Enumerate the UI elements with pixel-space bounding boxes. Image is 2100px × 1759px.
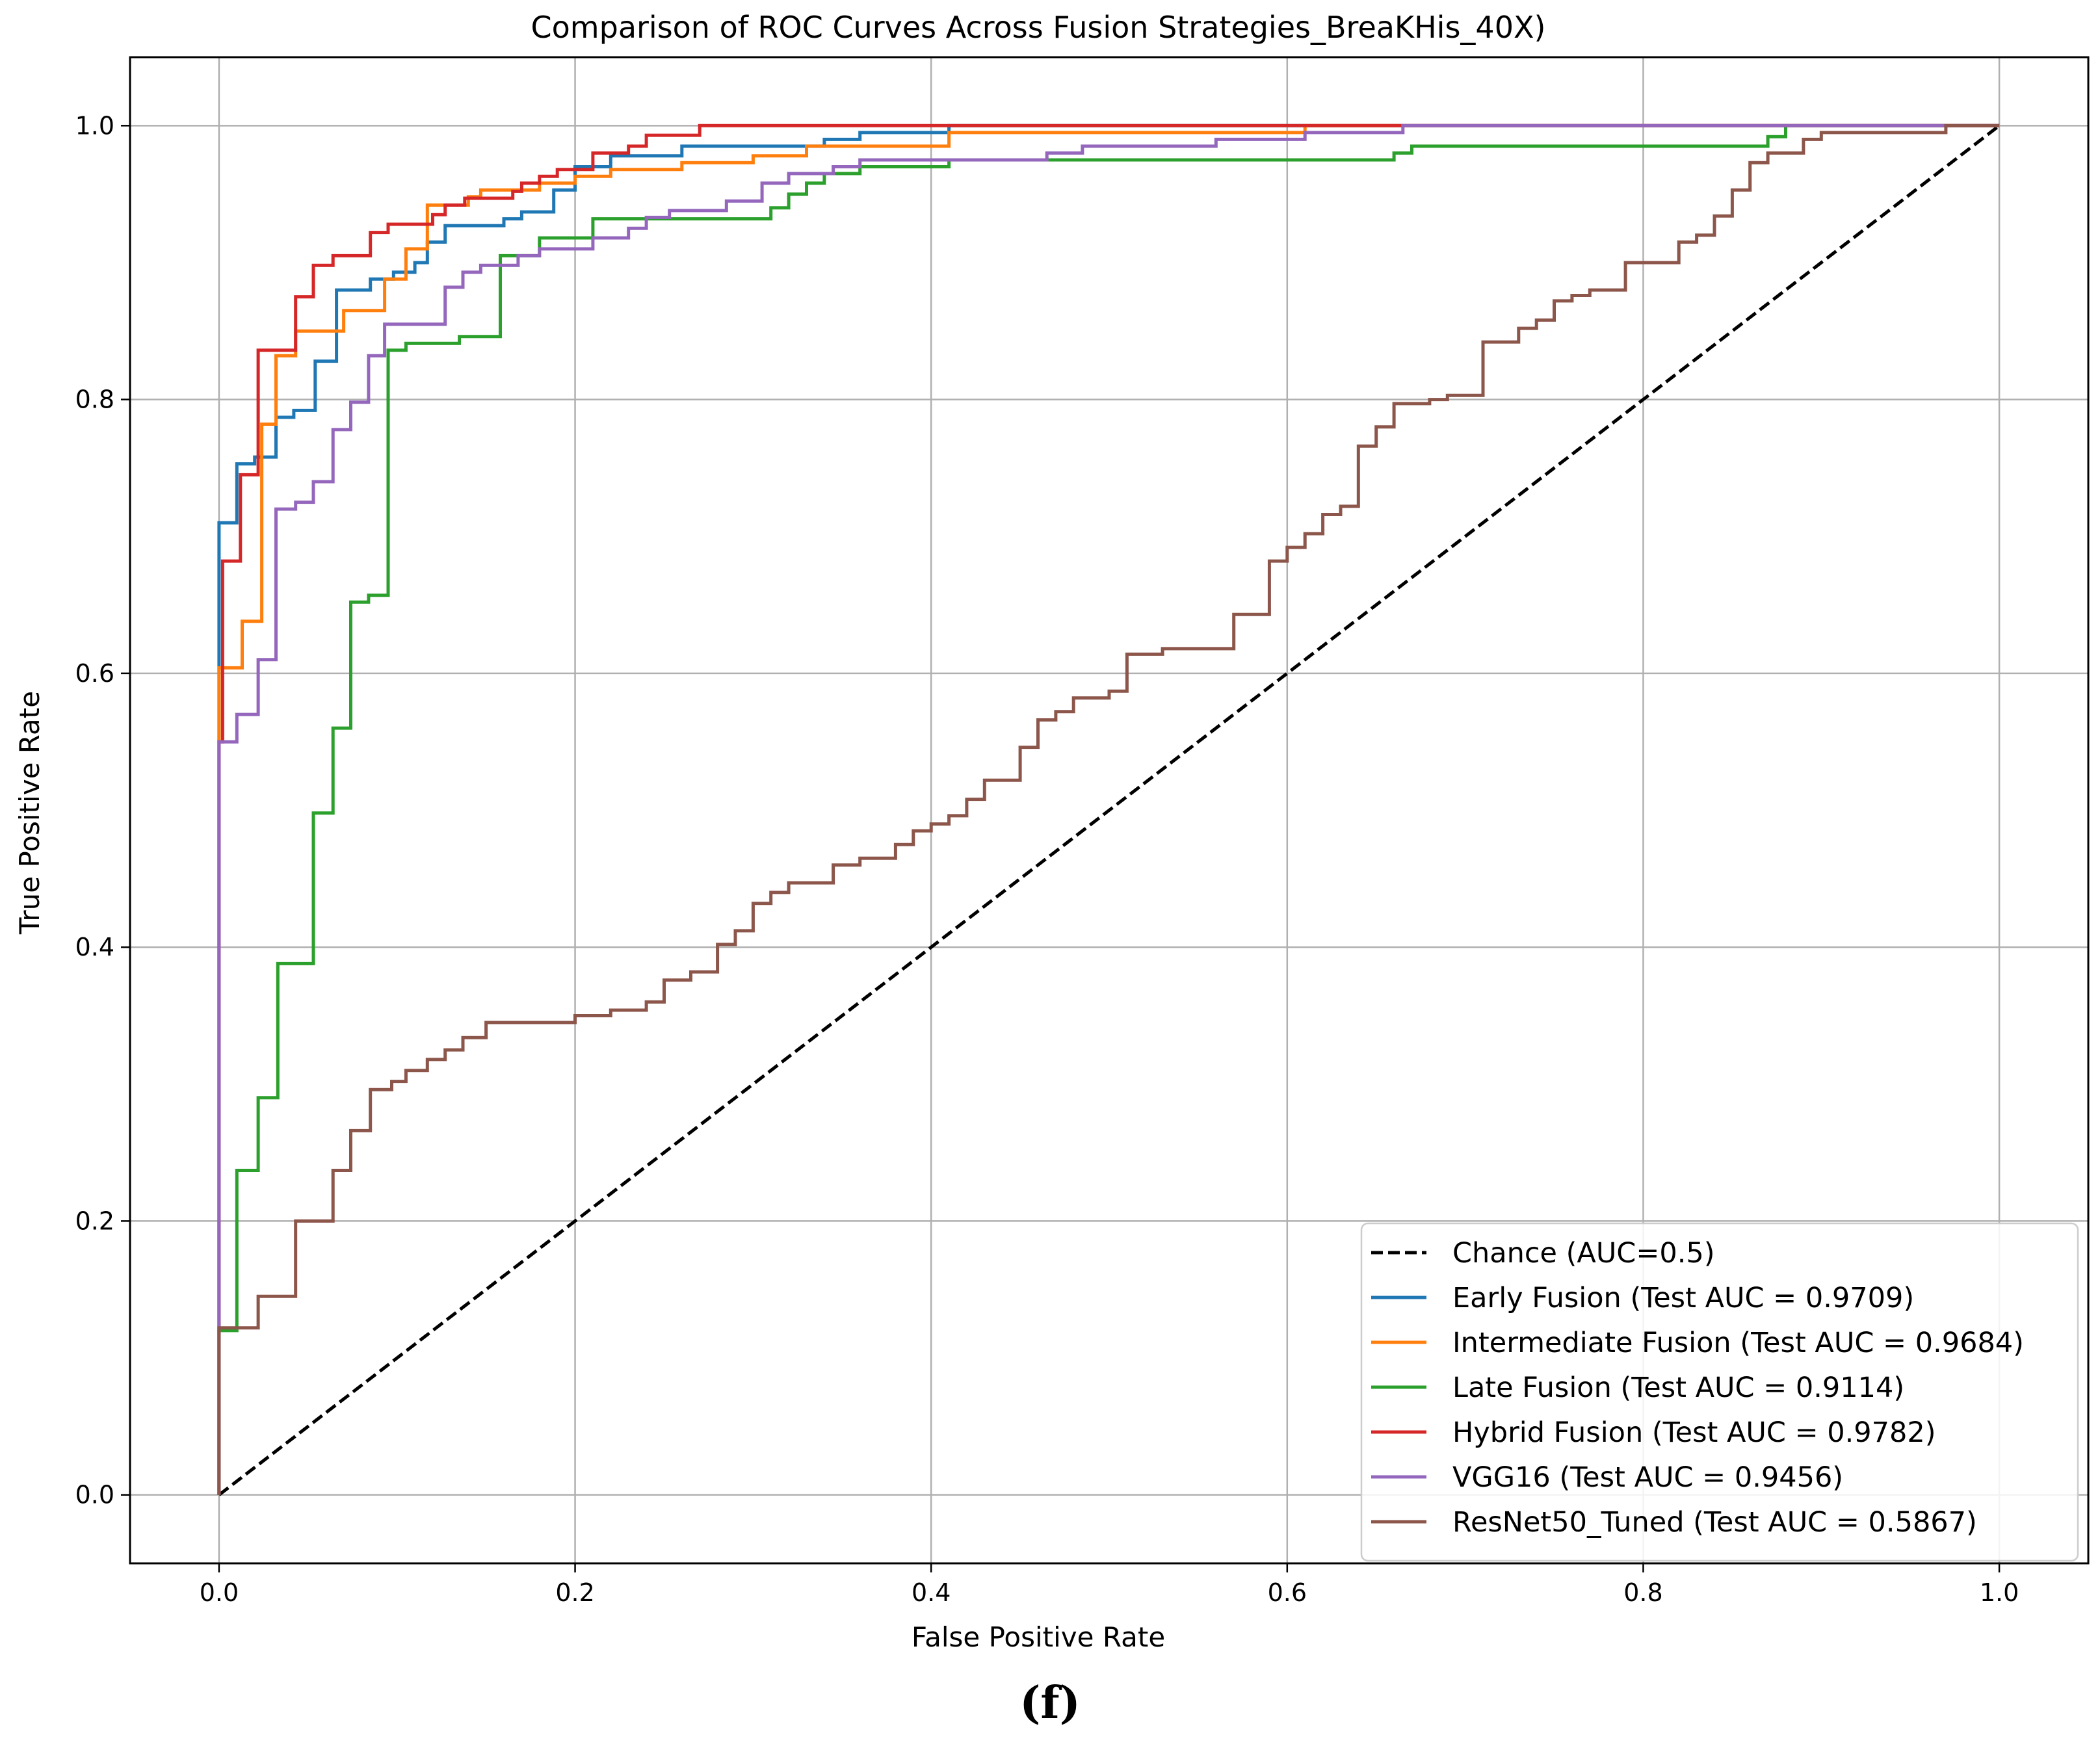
series-line-hybrid-fusion [217,124,2000,1495]
series-line-vgg16 [217,124,2000,1495]
x-tick-label: 0.6 [1268,1578,1307,1607]
grid [130,57,2088,1563]
y-tick-label: 0.8 [75,385,114,414]
axis-ticks: 0.0 0.2 0.4 0.6 0.8 1.0 0.0 0.2 0.4 0.6 0.8 1.0 [75,111,2019,1607]
legend-label: ResNet50_Tuned (Test AUC = 0.5867) [1452,1506,1977,1539]
chance-line [218,124,2001,1496]
y-tick-label: 0.0 [75,1481,114,1509]
y-tick-label: 1.0 [75,111,114,140]
y-tick-label: 0.4 [75,933,114,961]
legend-label: VGG16 (Test AUC = 0.9456) [1452,1461,1843,1494]
x-tick-label: 1.0 [1980,1578,2019,1607]
y-axis-label: True Positive Rate [14,691,46,935]
series-line-resnet50-tuned [217,124,2000,1495]
x-tick-label: 0.8 [1623,1578,1662,1607]
y-tick-label: 0.6 [75,659,114,688]
chart-title: Comparison of ROC Curves Across Fusion S… [531,10,1546,45]
legend-label: Intermediate Fusion (Test AUC = 0.9684) [1452,1327,2024,1359]
legend-label: Hybrid Fusion (Test AUC = 0.9782) [1452,1416,1936,1449]
series-layer [217,124,2000,1495]
figure-caption: (f) [1019,1677,1081,1729]
legend-label: Chance (AUC=0.5) [1452,1237,1715,1270]
legend-label: Late Fusion (Test AUC = 0.9114) [1452,1372,1904,1404]
x-tick-label: 0.2 [555,1578,594,1607]
legend-label: Early Fusion (Test AUC = 0.9709) [1452,1282,1914,1314]
y-tick-label: 0.2 [75,1206,114,1235]
plot-frame [129,56,2090,1565]
chance-line-layer [218,124,2001,1496]
x-tick-label: 0.0 [200,1578,239,1607]
x-tick-label: 0.4 [912,1578,951,1607]
legend-box [1360,1222,2079,1562]
x-axis-label: False Positive Rate [912,1621,1165,1653]
legend: Chance (AUC=0.5) Early Fusion (Test AUC =… [1360,1222,2079,1562]
series-line-early-fusion [217,124,2000,1495]
